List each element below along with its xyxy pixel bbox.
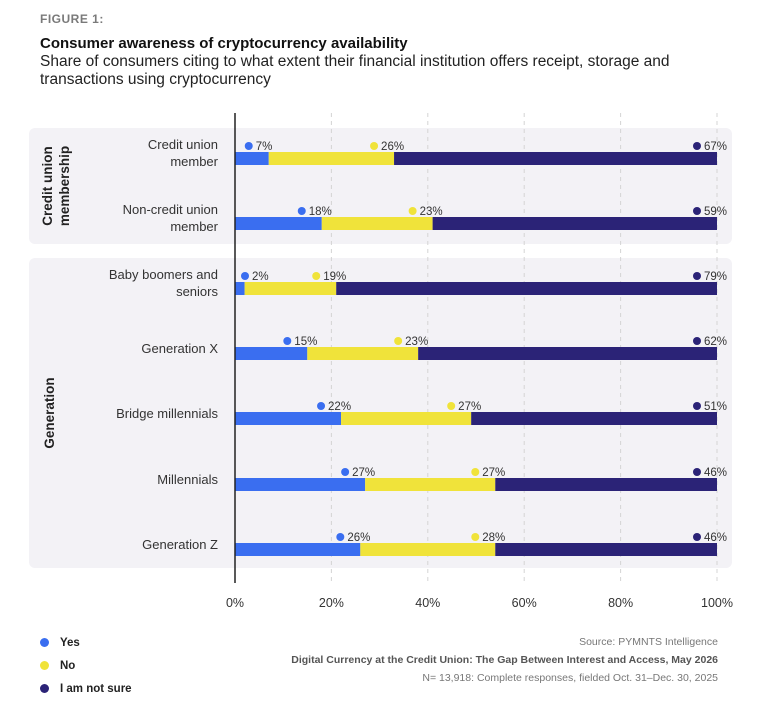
data-label-dot [312,272,321,280]
data-label: 59% [704,206,727,218]
legend-label-no: No [60,659,76,672]
data-label-dot [693,142,701,150]
x-tick-label: 100% [701,596,733,610]
data-label: 27% [352,467,375,479]
category-label: Generation Z [142,537,218,552]
bar-segment [394,152,717,165]
data-label-dot [394,337,403,345]
category-label: member [170,154,218,169]
category-label: Generation X [141,341,218,356]
data-label-dot [244,142,253,150]
bar-segment [495,543,717,556]
bar-segment [235,412,342,425]
data-label-dot [283,337,292,345]
data-label-dot [336,533,345,541]
bar-segment [235,152,269,165]
data-label: 15% [294,336,317,348]
legend-dot-not-sure [40,684,49,693]
category-label: Credit union [148,137,218,152]
data-label: 46% [704,467,727,479]
chart-title: Consumer awareness of cryptocurrency ava… [40,35,408,52]
group-label: Generation [42,377,57,448]
data-label: 51% [704,401,727,413]
chart-subtitle: Share of consumers citing to what extent… [40,53,670,88]
category-label: member [170,219,218,234]
x-tick-label: 0% [226,596,244,610]
bar-segment [235,543,361,556]
data-label: 22% [328,401,351,413]
data-label: 23% [405,336,428,348]
data-label: 23% [420,206,443,218]
bar-segment [360,543,496,556]
bar-segment [244,282,337,295]
legend-label-yes: Yes [60,636,80,649]
data-label-dot [317,402,326,410]
legend-item-not-sure: I am not sure [40,677,132,700]
data-label-dot [693,337,701,345]
data-label: 26% [381,141,404,153]
bar-segment [432,217,717,230]
bar-segment [336,282,717,295]
data-label: 79% [704,271,727,283]
data-label-dot [471,533,480,541]
bar-segment [268,152,395,165]
group-label: Credit union membership [40,146,72,226]
sample-note: N= 13,918: Complete responses, fielded O… [422,672,718,684]
figure-label: FIGURE 1: [40,12,104,26]
data-label-dot [447,402,456,410]
data-label-dot [693,402,701,410]
legend-item-no: No [40,654,132,677]
bar-segment [235,282,245,295]
x-tick-label: 80% [608,596,633,610]
data-label: 27% [458,401,481,413]
data-label: 26% [347,532,370,544]
data-label: 19% [323,271,346,283]
data-label: 28% [482,532,505,544]
x-tick-label: 40% [415,596,440,610]
category-label: Bridge millennials [116,406,218,421]
data-label: 67% [704,141,727,153]
category-label: Baby boomers and [109,267,218,282]
data-label: 46% [704,532,727,544]
category-label: seniors [176,284,218,299]
data-label-dot [341,468,350,476]
bar-segment [307,347,419,360]
x-tick-label: 60% [512,596,537,610]
bar-segment [235,217,322,230]
legend: Yes No I am not sure [40,631,132,700]
bar-segment [495,478,717,491]
data-label: 62% [704,336,727,348]
data-label-dot [693,272,701,280]
legend-dot-yes [40,638,49,647]
data-label-dot [693,207,701,215]
data-label-dot [297,207,306,215]
data-label-dot [408,207,417,215]
data-label: 7% [256,141,273,153]
category-label: Non-credit union [123,202,218,217]
data-label: 27% [482,467,505,479]
bar-segment [341,412,472,425]
x-tick-label: 20% [319,596,344,610]
report-title: Digital Currency at the Credit Union: Th… [291,654,718,666]
bar-segment [321,217,433,230]
data-label-dot [241,272,249,280]
data-label-dot [693,468,701,476]
bar-segment [471,412,717,425]
legend-label-not-sure: I am not sure [60,682,132,695]
bar-segment [418,347,717,360]
legend-dot-no [40,661,49,670]
bar-segment [235,347,308,360]
source-block: Source: PYMNTS Intelligence Digital Curr… [291,633,718,687]
legend-item-yes: Yes [40,631,132,654]
bar-segment [235,478,366,491]
source-line: Source: PYMNTS Intelligence [579,636,718,648]
bar-segment [365,478,496,491]
data-label-dot [693,533,701,541]
data-label: 18% [309,206,332,218]
category-label: Millennials [157,472,218,487]
data-label: 2% [252,271,269,283]
data-label-dot [471,468,480,476]
data-label-dot [370,142,379,150]
